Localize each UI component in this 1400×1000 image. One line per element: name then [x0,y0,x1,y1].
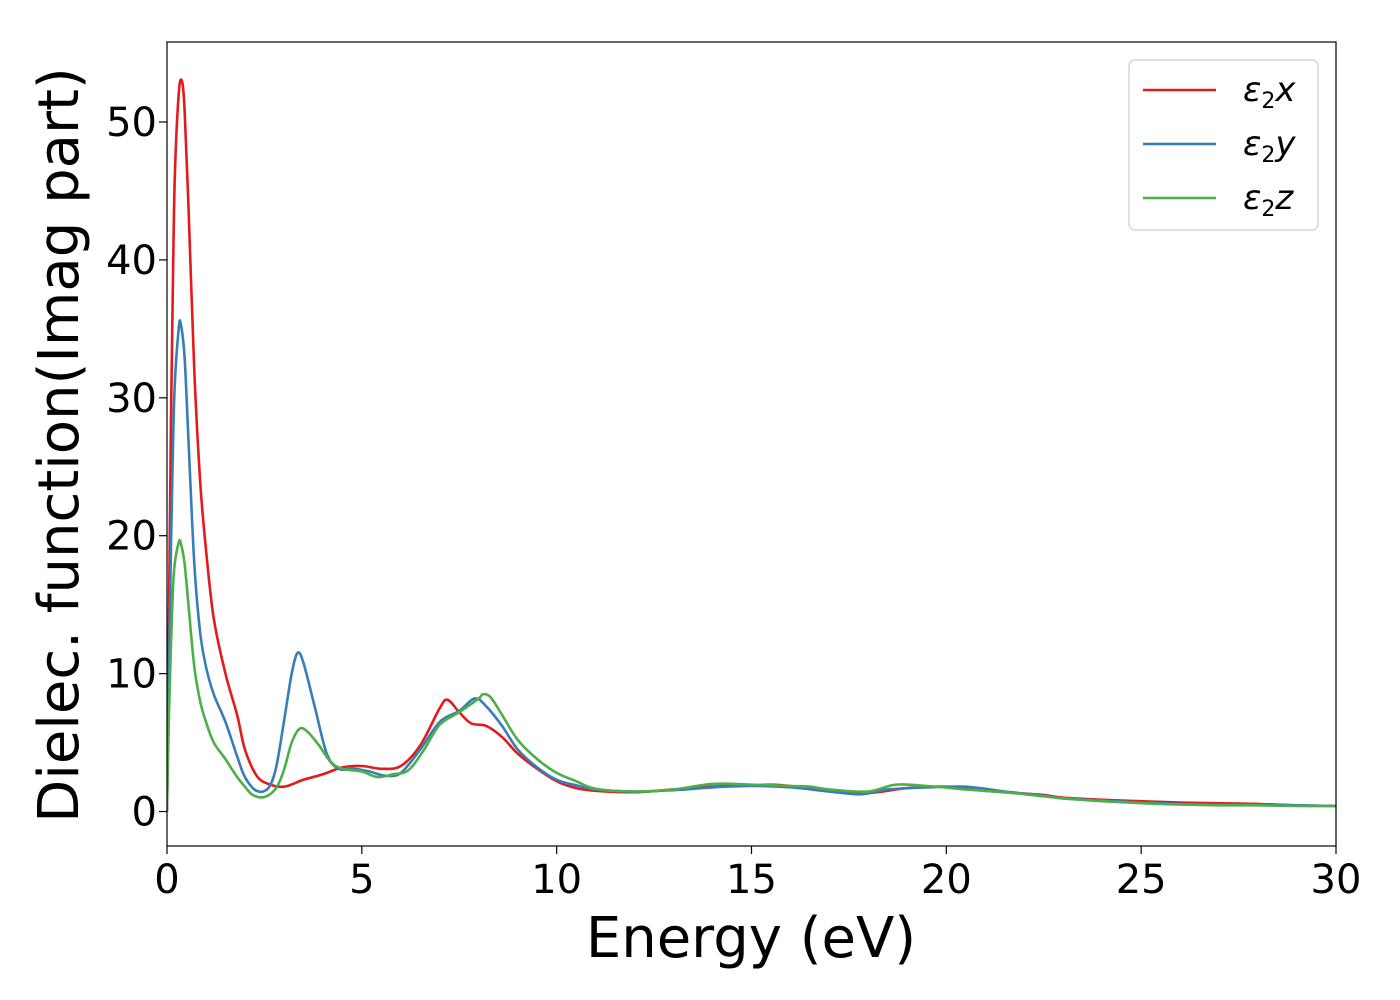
y-tick-label: 0 [132,790,157,836]
x-axis-label: Energy (eV) [586,906,916,971]
x-tick-label: 15 [726,857,777,903]
y-axis-label: Dielec. function(Imag part) [27,67,92,823]
series-line-2 [167,319,1336,812]
x-tick-label: 5 [349,857,374,903]
x-axis: 0 5 10 15 20 25 30 [154,846,1361,903]
x-tick-label: 0 [154,857,179,903]
y-tick-label: 50 [106,100,157,146]
y-tick-label: 10 [106,652,157,698]
legend: ε2x ε2y ε2z [1128,59,1319,231]
legend-box [1128,59,1319,231]
legend-label-2: ε2y [1243,124,1296,168]
legend-label-3: ε2z [1243,178,1294,222]
x-tick-label: 20 [921,857,972,903]
y-tick-label: 30 [106,376,157,422]
legend-label-1: ε2x [1243,70,1296,114]
y-axis: 0 10 20 30 40 50 [106,100,167,836]
series-layer [167,78,1336,812]
x-tick-label: 30 [1311,857,1362,903]
x-tick-label: 25 [1116,857,1167,903]
x-tick-label: 10 [531,857,582,903]
y-tick-label: 40 [106,238,157,284]
series-line-3 [167,538,1336,812]
y-tick-label: 20 [106,514,157,560]
